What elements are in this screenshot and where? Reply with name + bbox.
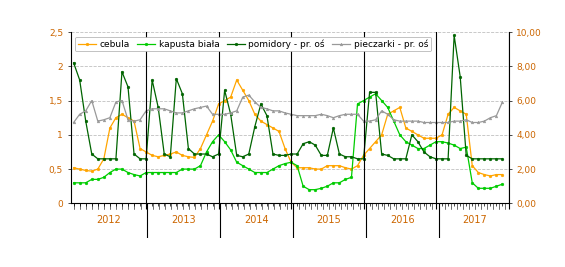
Text: 2017: 2017 xyxy=(463,215,488,226)
Text: 2016: 2016 xyxy=(390,215,414,226)
Text: 2014: 2014 xyxy=(244,215,268,226)
Text: 2015: 2015 xyxy=(317,215,341,226)
Text: 2012: 2012 xyxy=(96,215,121,226)
Text: 2013: 2013 xyxy=(171,215,195,226)
Legend: cebula, kapusta biała, pomidory - pr. oś, pieczarki - pr. oś: cebula, kapusta biała, pomidory - pr. oś… xyxy=(75,37,431,52)
